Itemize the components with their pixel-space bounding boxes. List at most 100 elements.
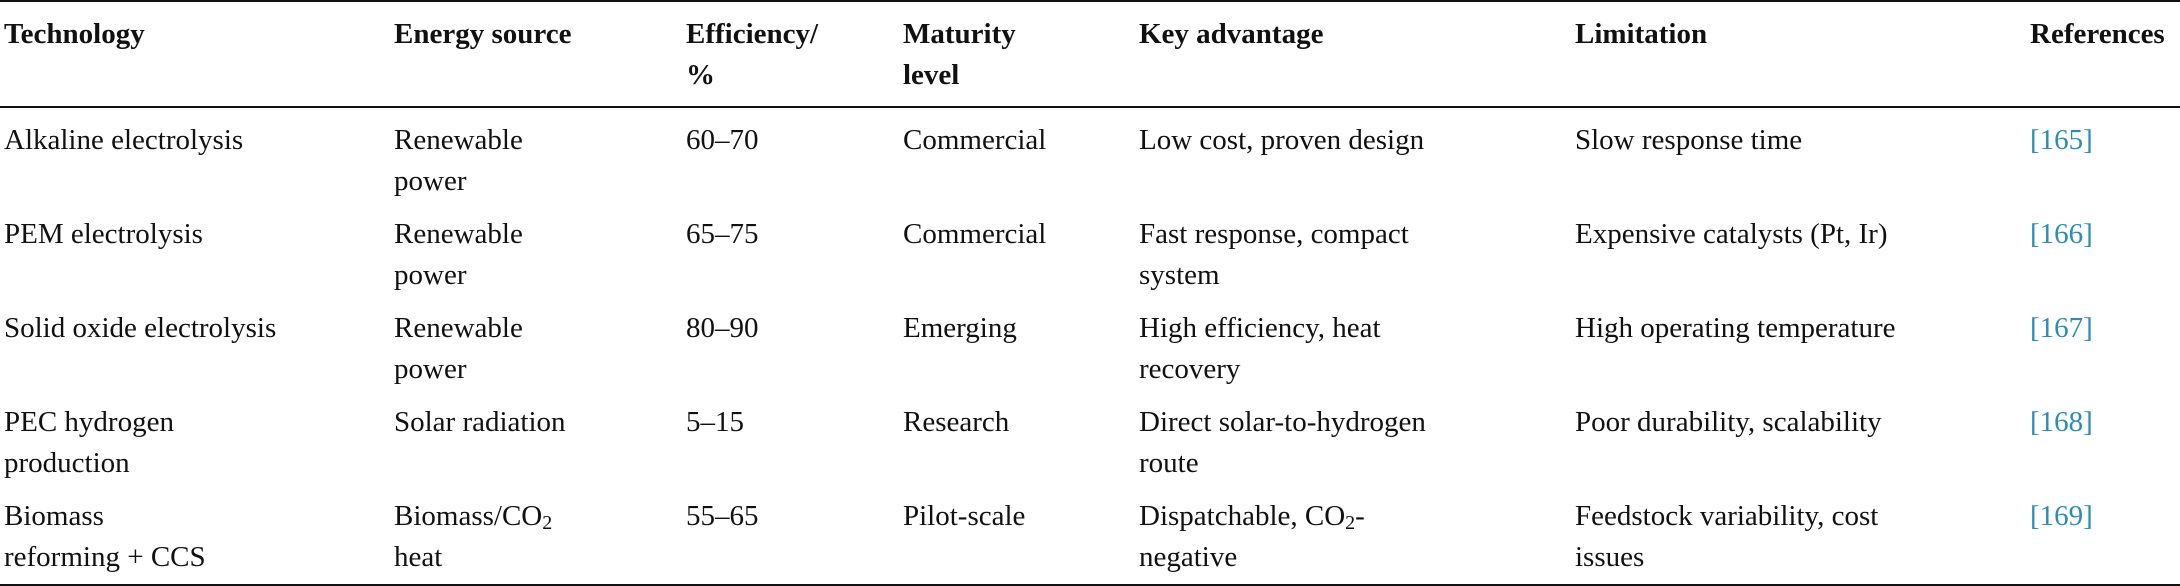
energy-source-text-line2: heat	[394, 541, 443, 573]
technology-text-line1: Biomass	[4, 500, 104, 532]
cell-energy-source: Renewable power	[390, 107, 682, 202]
limitation-text: Poor durability, scalability	[1575, 406, 1882, 438]
header-key-advantage-text: Key advantage	[1139, 18, 1324, 50]
cell-efficiency: 55–65	[682, 484, 899, 585]
cell-efficiency: 80–90	[682, 296, 899, 390]
key-advantage-text-line2: negative	[1139, 541, 1238, 573]
header-efficiency-text-line1: Efficiency/	[686, 18, 819, 50]
header-technology-text: Technology	[4, 18, 145, 50]
table-row: PEM electrolysis Renewable power 65–75 Co…	[0, 202, 2180, 296]
header-efficiency-text-line2: %	[686, 59, 715, 91]
cell-efficiency: 5–15	[682, 390, 899, 484]
table-row: Alkaline electrolysis Renewable power 60–…	[0, 107, 2180, 202]
technology-text: Solid oxide electrolysis	[4, 312, 277, 344]
cell-maturity: Research	[899, 390, 1135, 484]
cell-limitation: Feedstock variability, cost issues	[1571, 484, 2026, 585]
header-references: References	[2026, 1, 2180, 107]
maturity-text: Emerging	[903, 312, 1017, 344]
header-technology: Technology	[0, 1, 390, 107]
cell-maturity: Commercial	[899, 202, 1135, 296]
cell-efficiency: 65–75	[682, 202, 899, 296]
limitation-text: Slow response time	[1575, 124, 1803, 156]
cell-reference: [166]	[2026, 202, 2180, 296]
header-maturity-text-line1: Maturity	[903, 18, 1016, 50]
cell-reference: [168]	[2026, 390, 2180, 484]
maturity-text: Research	[903, 406, 1010, 438]
cell-technology: Solid oxide electrolysis	[0, 296, 390, 390]
header-maturity-text-line2: level	[903, 59, 960, 91]
cell-energy-source: Solar radiation	[390, 390, 682, 484]
technology-text-line2: production	[4, 447, 130, 479]
reference-link[interactable]: [166]	[2030, 218, 2093, 250]
efficiency-text: 55–65	[686, 500, 759, 532]
cell-technology: PEC hydrogen production	[0, 390, 390, 484]
efficiency-text: 65–75	[686, 218, 759, 250]
reference-link[interactable]: [165]	[2030, 124, 2093, 156]
energy-source-text-line2: power	[394, 165, 467, 197]
cell-energy-source: Renewable power	[390, 296, 682, 390]
header-energy-source: Energy source	[390, 1, 682, 107]
cell-reference: [167]	[2026, 296, 2180, 390]
header-efficiency: Efficiency/%	[682, 1, 899, 107]
key-advantage-text-line1: High efficiency, heat	[1139, 312, 1381, 344]
key-advantage-text-line2: route	[1139, 447, 1199, 479]
key-advantage-text-line2: recovery	[1139, 353, 1241, 385]
limitation-text-line2: issues	[1575, 541, 1645, 573]
technology-text-line1: PEC hydrogen	[4, 406, 174, 438]
cell-energy-source: Biomass/CO2 heat	[390, 484, 682, 585]
table-row: PEC hydrogen production Solar radiation 5…	[0, 390, 2180, 484]
table-row: Solid oxide electrolysis Renewable power …	[0, 296, 2180, 390]
header-row: Technology Energy source Efficiency/% Ma…	[0, 1, 2180, 107]
maturity-text: Pilot-scale	[903, 500, 1026, 532]
energy-source-text-line1: Renewable	[394, 218, 523, 250]
key-advantage-text-line1: Direct solar-to-hydrogen	[1139, 406, 1426, 438]
header-limitation-text: Limitation	[1575, 18, 1708, 50]
cell-key-advantage: Low cost, proven design	[1135, 107, 1571, 202]
key-advantage-subscript: 2	[1345, 512, 1356, 534]
key-advantage-text-line2: system	[1139, 259, 1220, 291]
reference-link[interactable]: [168]	[2030, 406, 2093, 438]
cell-key-advantage: High efficiency, heat recovery	[1135, 296, 1571, 390]
key-advantage-text-line1: Fast response, compact	[1139, 218, 1409, 250]
cell-limitation: Poor durability, scalability	[1571, 390, 2026, 484]
efficiency-text: 60–70	[686, 124, 759, 156]
energy-source-text-line2: power	[394, 353, 467, 385]
energy-source-text-line1: Renewable	[394, 124, 523, 156]
efficiency-text: 80–90	[686, 312, 759, 344]
header-references-text: References	[2030, 18, 2165, 50]
cell-technology: PEM electrolysis	[0, 202, 390, 296]
key-advantage-text-prefix: Dispatchable, CO	[1139, 500, 1346, 532]
energy-source-subscript: 2	[542, 512, 553, 534]
header-energy-source-text: Energy source	[394, 18, 572, 50]
cell-technology: Alkaline electrolysis	[0, 107, 390, 202]
maturity-text: Commercial	[903, 218, 1047, 250]
reference-link[interactable]: [169]	[2030, 500, 2093, 532]
table-row: Biomass reforming + CCS Biomass/CO2 heat 5…	[0, 484, 2180, 585]
technology-text: PEM electrolysis	[4, 218, 203, 250]
limitation-text: Expensive catalysts (Pt, Ir)	[1575, 218, 1888, 250]
cell-limitation: Slow response time	[1571, 107, 2026, 202]
key-advantage-text-suffix: -	[1355, 500, 1365, 532]
cell-maturity: Pilot-scale	[899, 484, 1135, 585]
energy-source-text-line2: power	[394, 259, 467, 291]
key-advantage-text: Low cost, proven design	[1139, 124, 1425, 156]
header-maturity: Maturity level	[899, 1, 1135, 107]
table-body: Alkaline electrolysis Renewable power 60–…	[0, 107, 2180, 585]
energy-source-text: Solar radiation	[394, 406, 566, 438]
cell-maturity: Emerging	[899, 296, 1135, 390]
cell-efficiency: 60–70	[682, 107, 899, 202]
cell-limitation: High operating temperature	[1571, 296, 2026, 390]
cell-reference: [165]	[2026, 107, 2180, 202]
header-limitation: Limitation	[1571, 1, 2026, 107]
limitation-text: High operating temperature	[1575, 312, 1896, 344]
energy-source-text-line1: Renewable	[394, 312, 523, 344]
cell-maturity: Commercial	[899, 107, 1135, 202]
energy-source-text-prefix: Biomass/CO	[394, 500, 543, 532]
cell-reference: [169]	[2026, 484, 2180, 585]
reference-link[interactable]: [167]	[2030, 312, 2093, 344]
cell-limitation: Expensive catalysts (Pt, Ir)	[1571, 202, 2026, 296]
cell-key-advantage: Dispatchable, CO2- negative	[1135, 484, 1571, 585]
header-key-advantage: Key advantage	[1135, 1, 1571, 107]
